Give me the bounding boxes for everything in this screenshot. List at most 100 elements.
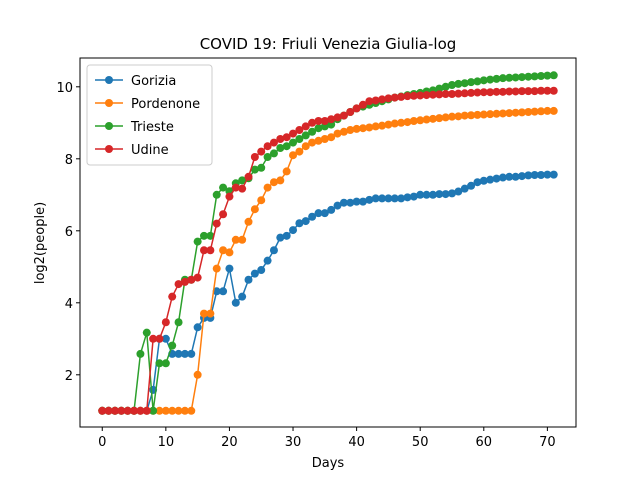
- data-point: [339, 198, 348, 207]
- data-point: [149, 406, 158, 415]
- y-tick-label: 2: [65, 369, 73, 384]
- data-point: [327, 133, 336, 142]
- data-point: [492, 109, 501, 118]
- data-point: [517, 172, 526, 181]
- data-point: [238, 292, 247, 301]
- data-point: [155, 359, 164, 368]
- data-point: [263, 153, 272, 161]
- data-point: [524, 72, 533, 81]
- data-point: [397, 92, 406, 101]
- data-point: [168, 292, 177, 301]
- data-point: [193, 237, 202, 246]
- data-point: [441, 113, 450, 122]
- data-point: [174, 349, 183, 358]
- data-point: [505, 109, 514, 118]
- data-point: [314, 136, 323, 145]
- data-point: [212, 219, 221, 228]
- data-point: [505, 87, 514, 96]
- data-point: [244, 217, 253, 226]
- data-point: [460, 79, 469, 88]
- data-point: [371, 122, 380, 131]
- data-point: [333, 201, 342, 210]
- data-point: [390, 119, 399, 128]
- data-point: [517, 108, 526, 117]
- data-point: [269, 149, 278, 158]
- y-tick-label: 10: [56, 81, 73, 96]
- y-tick-label: 6: [65, 225, 73, 240]
- x-tick-label: 50: [412, 435, 429, 450]
- legend-label: Gorizia: [131, 74, 176, 89]
- data-point: [161, 359, 170, 368]
- data-point: [511, 73, 520, 82]
- legend-marker: [105, 145, 113, 153]
- data-point: [537, 86, 546, 95]
- data-point: [314, 209, 323, 218]
- data-point: [473, 88, 482, 97]
- data-point: [358, 124, 367, 133]
- data-point: [530, 72, 539, 81]
- data-point: [467, 78, 476, 87]
- data-point: [231, 298, 240, 307]
- data-point: [206, 309, 215, 318]
- data-point: [498, 173, 507, 182]
- data-point: [448, 189, 456, 198]
- data-point: [142, 328, 151, 337]
- data-point: [238, 235, 247, 244]
- data-point: [530, 107, 539, 116]
- data-point: [308, 138, 317, 147]
- legend-marker: [105, 76, 113, 84]
- data-point: [327, 205, 336, 214]
- data-point: [384, 120, 393, 129]
- data-point: [549, 106, 558, 115]
- data-point: [219, 183, 228, 192]
- series-layer: [98, 71, 558, 415]
- legend-marker: [105, 122, 113, 130]
- data-point: [289, 226, 298, 235]
- data-point: [460, 89, 469, 98]
- data-point: [543, 71, 552, 80]
- data-point: [422, 115, 431, 124]
- data-point: [257, 147, 266, 156]
- data-point: [403, 193, 412, 202]
- series-gorizia: [98, 170, 558, 415]
- data-point: [365, 123, 374, 132]
- data-point: [492, 87, 501, 96]
- data-point: [358, 100, 367, 109]
- y-tick-label: 8: [65, 153, 73, 168]
- data-point: [269, 178, 278, 187]
- data-point: [448, 90, 456, 98]
- data-point: [289, 129, 298, 138]
- data-point: [365, 195, 374, 204]
- data-point: [200, 246, 208, 255]
- data-point: [174, 280, 183, 289]
- data-point: [333, 113, 342, 122]
- data-point: [200, 309, 208, 318]
- data-point: [295, 126, 304, 134]
- data-point: [409, 117, 418, 125]
- data-point: [269, 138, 278, 147]
- data-point: [390, 194, 399, 203]
- data-point: [301, 217, 310, 226]
- data-point: [352, 197, 361, 206]
- data-point: [301, 142, 310, 151]
- series-udine: [98, 86, 558, 415]
- data-point: [435, 84, 444, 93]
- data-point: [320, 117, 329, 125]
- data-point: [142, 406, 151, 415]
- data-point: [263, 183, 272, 192]
- x-tick-label: 70: [539, 435, 556, 450]
- data-point: [219, 287, 228, 296]
- x-tick-label: 60: [476, 435, 493, 450]
- data-point: [250, 269, 259, 278]
- data-point: [371, 194, 380, 203]
- data-point: [308, 127, 317, 136]
- data-point: [180, 349, 189, 358]
- data-point: [155, 334, 164, 343]
- data-point: [149, 334, 158, 343]
- data-point: [505, 172, 514, 181]
- data-point: [492, 174, 501, 183]
- data-point: [193, 370, 202, 379]
- data-point: [263, 142, 272, 151]
- data-point: [327, 115, 336, 124]
- data-point: [339, 111, 348, 120]
